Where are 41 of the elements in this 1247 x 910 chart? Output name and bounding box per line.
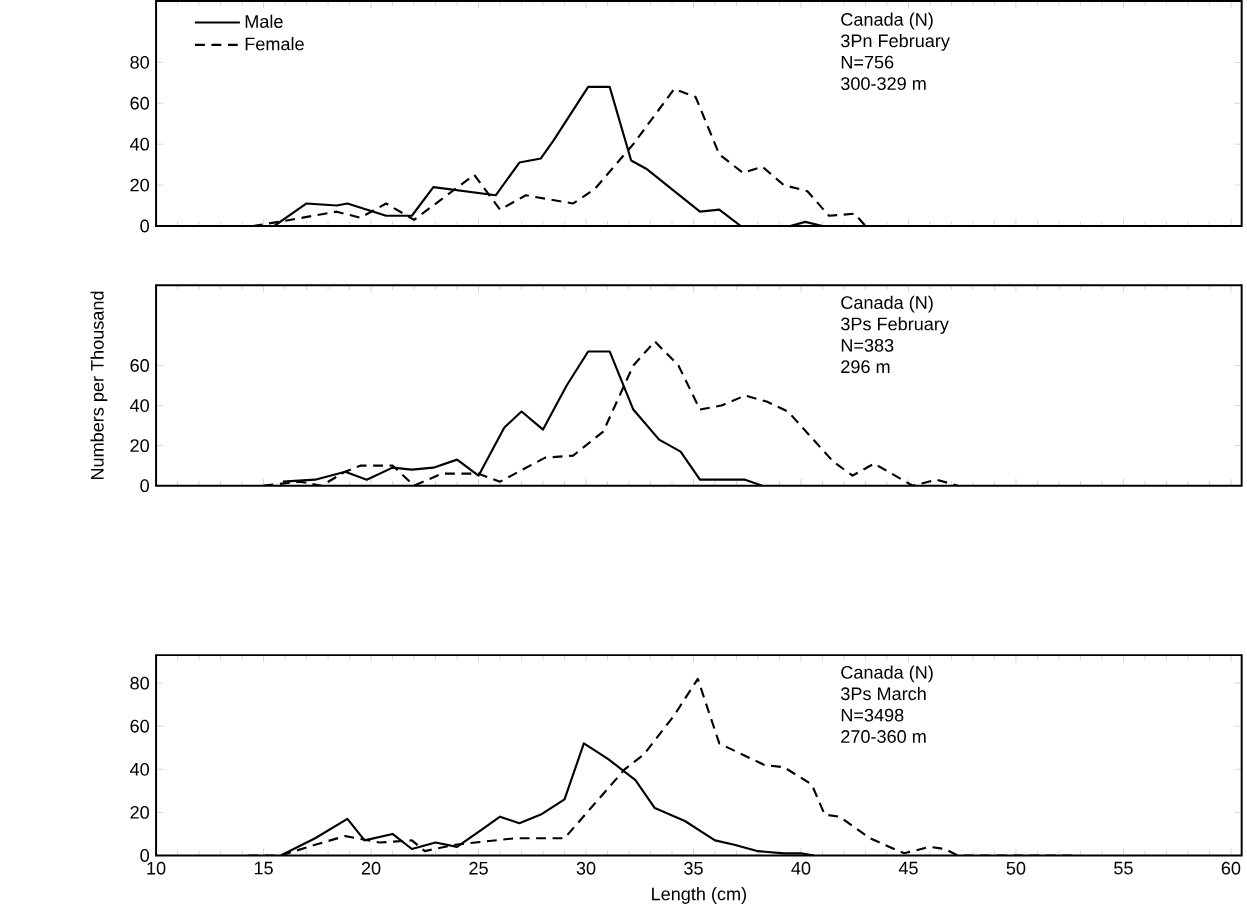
x-axis-title: Length (cm) bbox=[652, 887, 746, 904]
annotation: 270-360 m bbox=[841, 730, 926, 743]
y-tick-label: 60 bbox=[130, 96, 149, 110]
x-tick-label: 10 bbox=[147, 861, 166, 875]
x-tick-label: 50 bbox=[1006, 861, 1026, 875]
annotation: 3Ps February bbox=[841, 317, 949, 334]
x-tick-label: 60 bbox=[1221, 861, 1241, 875]
annotation: 3Ps March bbox=[841, 686, 926, 701]
annotation: 300-329 m bbox=[841, 77, 926, 91]
y-tick-label: 0 bbox=[140, 479, 149, 493]
y-tick-label: 80 bbox=[130, 676, 149, 690]
y-tick-label: 0 bbox=[140, 219, 149, 233]
x-tick-label: 40 bbox=[791, 861, 811, 875]
annotation: N=383 bbox=[841, 338, 894, 352]
y-tick-label: 20 bbox=[130, 439, 149, 453]
annotation: Canada (N) bbox=[841, 665, 933, 683]
x-tick-label: 35 bbox=[684, 861, 703, 875]
legend-label: Male bbox=[245, 14, 283, 28]
y-tick-label: 60 bbox=[130, 719, 149, 733]
x-tick-label: 30 bbox=[576, 861, 596, 875]
annotation: Canada (N) bbox=[841, 295, 933, 313]
legend-label: Female bbox=[245, 37, 304, 51]
y-tick-label: 40 bbox=[130, 137, 149, 151]
x-tick-label: 25 bbox=[469, 861, 488, 875]
annotation: Canada (N) bbox=[841, 12, 933, 30]
y-axis-title: Numbers per Thousand bbox=[90, 291, 108, 480]
y-tick-label: 20 bbox=[130, 806, 149, 819]
x-tick-label: 20 bbox=[361, 861, 381, 875]
x-tick-label: 55 bbox=[1114, 861, 1133, 875]
annotation: N=756 bbox=[841, 55, 894, 69]
x-tick-label: 15 bbox=[254, 861, 273, 875]
y-tick-label: 40 bbox=[130, 762, 149, 776]
annotation: N=3498 bbox=[841, 708, 904, 722]
y-tick-label: 60 bbox=[130, 359, 149, 372]
annotation: 3Pn February bbox=[841, 33, 950, 51]
x-tick-label: 45 bbox=[898, 861, 918, 875]
y-tick-label: 40 bbox=[130, 399, 149, 412]
y-tick-label: 0 bbox=[140, 849, 149, 862]
annotation: 296 m bbox=[841, 360, 890, 374]
y-tick-label: 80 bbox=[130, 55, 149, 69]
y-tick-label: 20 bbox=[130, 178, 149, 192]
